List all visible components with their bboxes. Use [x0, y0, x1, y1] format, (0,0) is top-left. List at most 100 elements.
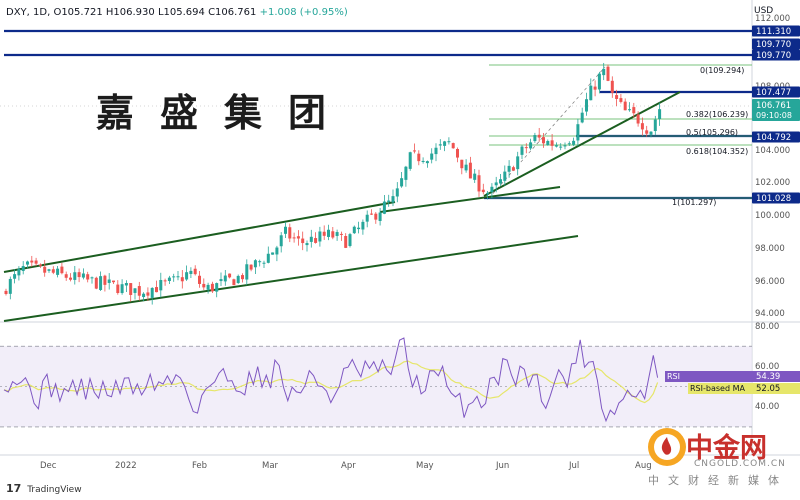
- candle-body: [142, 293, 146, 298]
- tradingview-footer[interactable]: 𝟭𝟳 TradingView: [6, 482, 82, 495]
- candle: [593, 80, 597, 97]
- candle-body: [327, 229, 330, 237]
- candle: [623, 98, 627, 111]
- candle-body: [112, 280, 115, 283]
- candle: [572, 137, 576, 147]
- candle: [159, 272, 163, 298]
- candle-body: [253, 260, 257, 268]
- candle: [116, 280, 120, 295]
- price-tick-label: 100.000: [755, 211, 790, 221]
- candle-body: [408, 152, 412, 169]
- candle-body: [542, 137, 545, 144]
- candle: [524, 143, 528, 154]
- candle: [13, 269, 17, 284]
- trend-line: [483, 91, 681, 197]
- candle-body: [468, 162, 472, 179]
- candle: [468, 156, 472, 179]
- candle: [34, 257, 38, 267]
- candle: [275, 245, 279, 262]
- candle: [120, 279, 124, 295]
- candle: [81, 268, 85, 280]
- candle: [137, 281, 141, 301]
- rsi-value-badge-bg: [752, 371, 800, 382]
- candle-body: [395, 188, 399, 197]
- candle-body: [129, 283, 133, 295]
- fib-diagonal: [488, 66, 606, 199]
- candle-body: [572, 140, 576, 145]
- candle: [464, 159, 468, 173]
- symbol-label[interactable]: DXY, 1D,: [6, 7, 51, 18]
- fib-label: 0.5(105.296): [686, 128, 738, 137]
- candle-body: [473, 173, 477, 180]
- candle: [567, 141, 571, 147]
- cngold-logo: 中金网 CNGOLD.COM.CN 中文财经新媒体: [642, 422, 792, 488]
- cngold-logo-icon: [648, 428, 686, 466]
- candle: [301, 231, 305, 251]
- candle-body: [335, 232, 339, 236]
- candle: [580, 107, 584, 124]
- candle: [284, 221, 287, 238]
- candle: [537, 127, 541, 142]
- candle: [438, 139, 442, 150]
- cngold-logo-subtitle: 中文财经新媒体: [648, 474, 788, 487]
- candle-body: [477, 175, 481, 192]
- candle: [503, 165, 507, 186]
- rsi-value-badge-bg: [752, 383, 800, 394]
- candle: [60, 262, 64, 275]
- candle: [417, 150, 421, 166]
- candle-body: [21, 266, 25, 271]
- candle-body: [77, 272, 81, 278]
- candle-body: [520, 146, 524, 155]
- candle: [258, 259, 262, 267]
- fib-label: 0.618(104.352): [686, 147, 748, 156]
- candle-body: [348, 234, 352, 246]
- price-tick-label: 98.000: [755, 244, 785, 254]
- rsi-legend-badge: [688, 383, 800, 394]
- candle: [425, 160, 429, 168]
- candle: [241, 273, 244, 283]
- candle: [309, 229, 313, 248]
- candle: [563, 142, 567, 150]
- candle-body: [499, 179, 502, 184]
- price-badge-text: 104.792: [756, 133, 791, 143]
- candle: [215, 282, 219, 298]
- candle-body: [146, 292, 150, 296]
- candle: [615, 89, 619, 107]
- candle-body: [387, 200, 391, 203]
- candle-body: [301, 238, 305, 244]
- candle: [73, 265, 77, 285]
- candle: [279, 232, 283, 253]
- price-tick-label: 96.000: [755, 277, 785, 287]
- candle: [4, 288, 8, 296]
- candle-body: [296, 236, 300, 239]
- candle-body: [34, 260, 38, 264]
- candle: [236, 274, 240, 284]
- candle: [331, 226, 335, 240]
- price-badge-text: 101.028: [756, 194, 791, 204]
- candle-body: [537, 134, 541, 138]
- candle: [249, 264, 253, 272]
- candle-body: [331, 231, 335, 238]
- candle: [51, 266, 55, 275]
- candle-body: [193, 268, 197, 275]
- time-tick-label: Feb: [192, 461, 207, 471]
- candle: [94, 276, 98, 290]
- candle: [86, 271, 90, 283]
- price-badge-bg: [752, 86, 800, 98]
- candle: [322, 225, 326, 240]
- candle-body: [73, 272, 77, 280]
- candle: [206, 282, 210, 294]
- price-badge-text: 111.310: [756, 27, 791, 37]
- candle-body: [430, 153, 434, 160]
- candle: [146, 287, 150, 301]
- candle-body: [64, 274, 68, 278]
- candle-body: [17, 268, 21, 276]
- candle: [107, 273, 111, 290]
- candle: [443, 140, 447, 152]
- candle: [585, 92, 588, 116]
- candle-body: [554, 145, 558, 147]
- candle-body: [318, 231, 322, 242]
- rsi-legend-name-bg: [688, 383, 752, 394]
- candle: [507, 160, 511, 178]
